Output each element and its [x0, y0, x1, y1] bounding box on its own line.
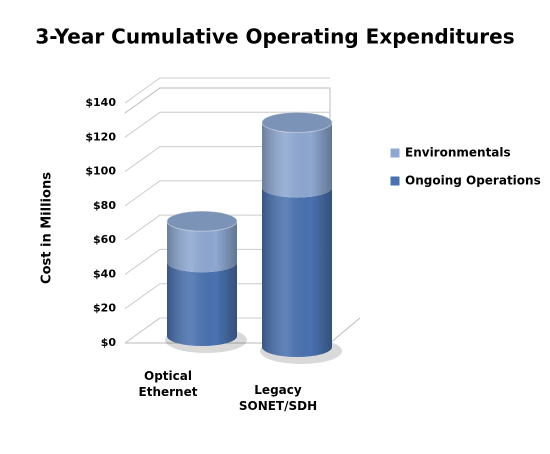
y-tick-label: $0 — [101, 336, 117, 349]
bar-shading — [262, 187, 332, 357]
y-tick-label: $80 — [93, 199, 116, 212]
bar-cap — [166, 210, 238, 232]
bar-shading — [167, 221, 237, 273]
grid-line — [124, 111, 330, 138]
bar-shading — [262, 122, 332, 198]
grid-line — [124, 77, 330, 104]
y-tick-label: $140 — [85, 96, 116, 109]
bar-cap-shade — [167, 211, 237, 232]
legend-label: Environmentals — [405, 146, 511, 160]
legend-swatch — [389, 175, 401, 187]
x-tick-label: Legacy SONET/SDH — [238, 383, 318, 413]
legend-swatch — [389, 147, 401, 159]
y-tick-label: $120 — [85, 130, 116, 143]
bar-cap — [261, 111, 333, 133]
y-tick-label: $40 — [93, 267, 116, 280]
y-tick-label: $20 — [93, 302, 116, 315]
legend-label: Ongoing Operations — [405, 174, 541, 188]
y-tick-label: $100 — [85, 165, 116, 178]
bar-shading — [167, 262, 237, 346]
y-axis-label: Cost in Millions — [40, 172, 55, 284]
y-tick-label: $60 — [93, 233, 116, 246]
chart-title: 3-Year Cumulative Operating Expenditures — [35, 25, 514, 49]
x-tick-label: Optical Ethernet — [138, 369, 198, 399]
bar-cap-shade — [262, 112, 332, 133]
